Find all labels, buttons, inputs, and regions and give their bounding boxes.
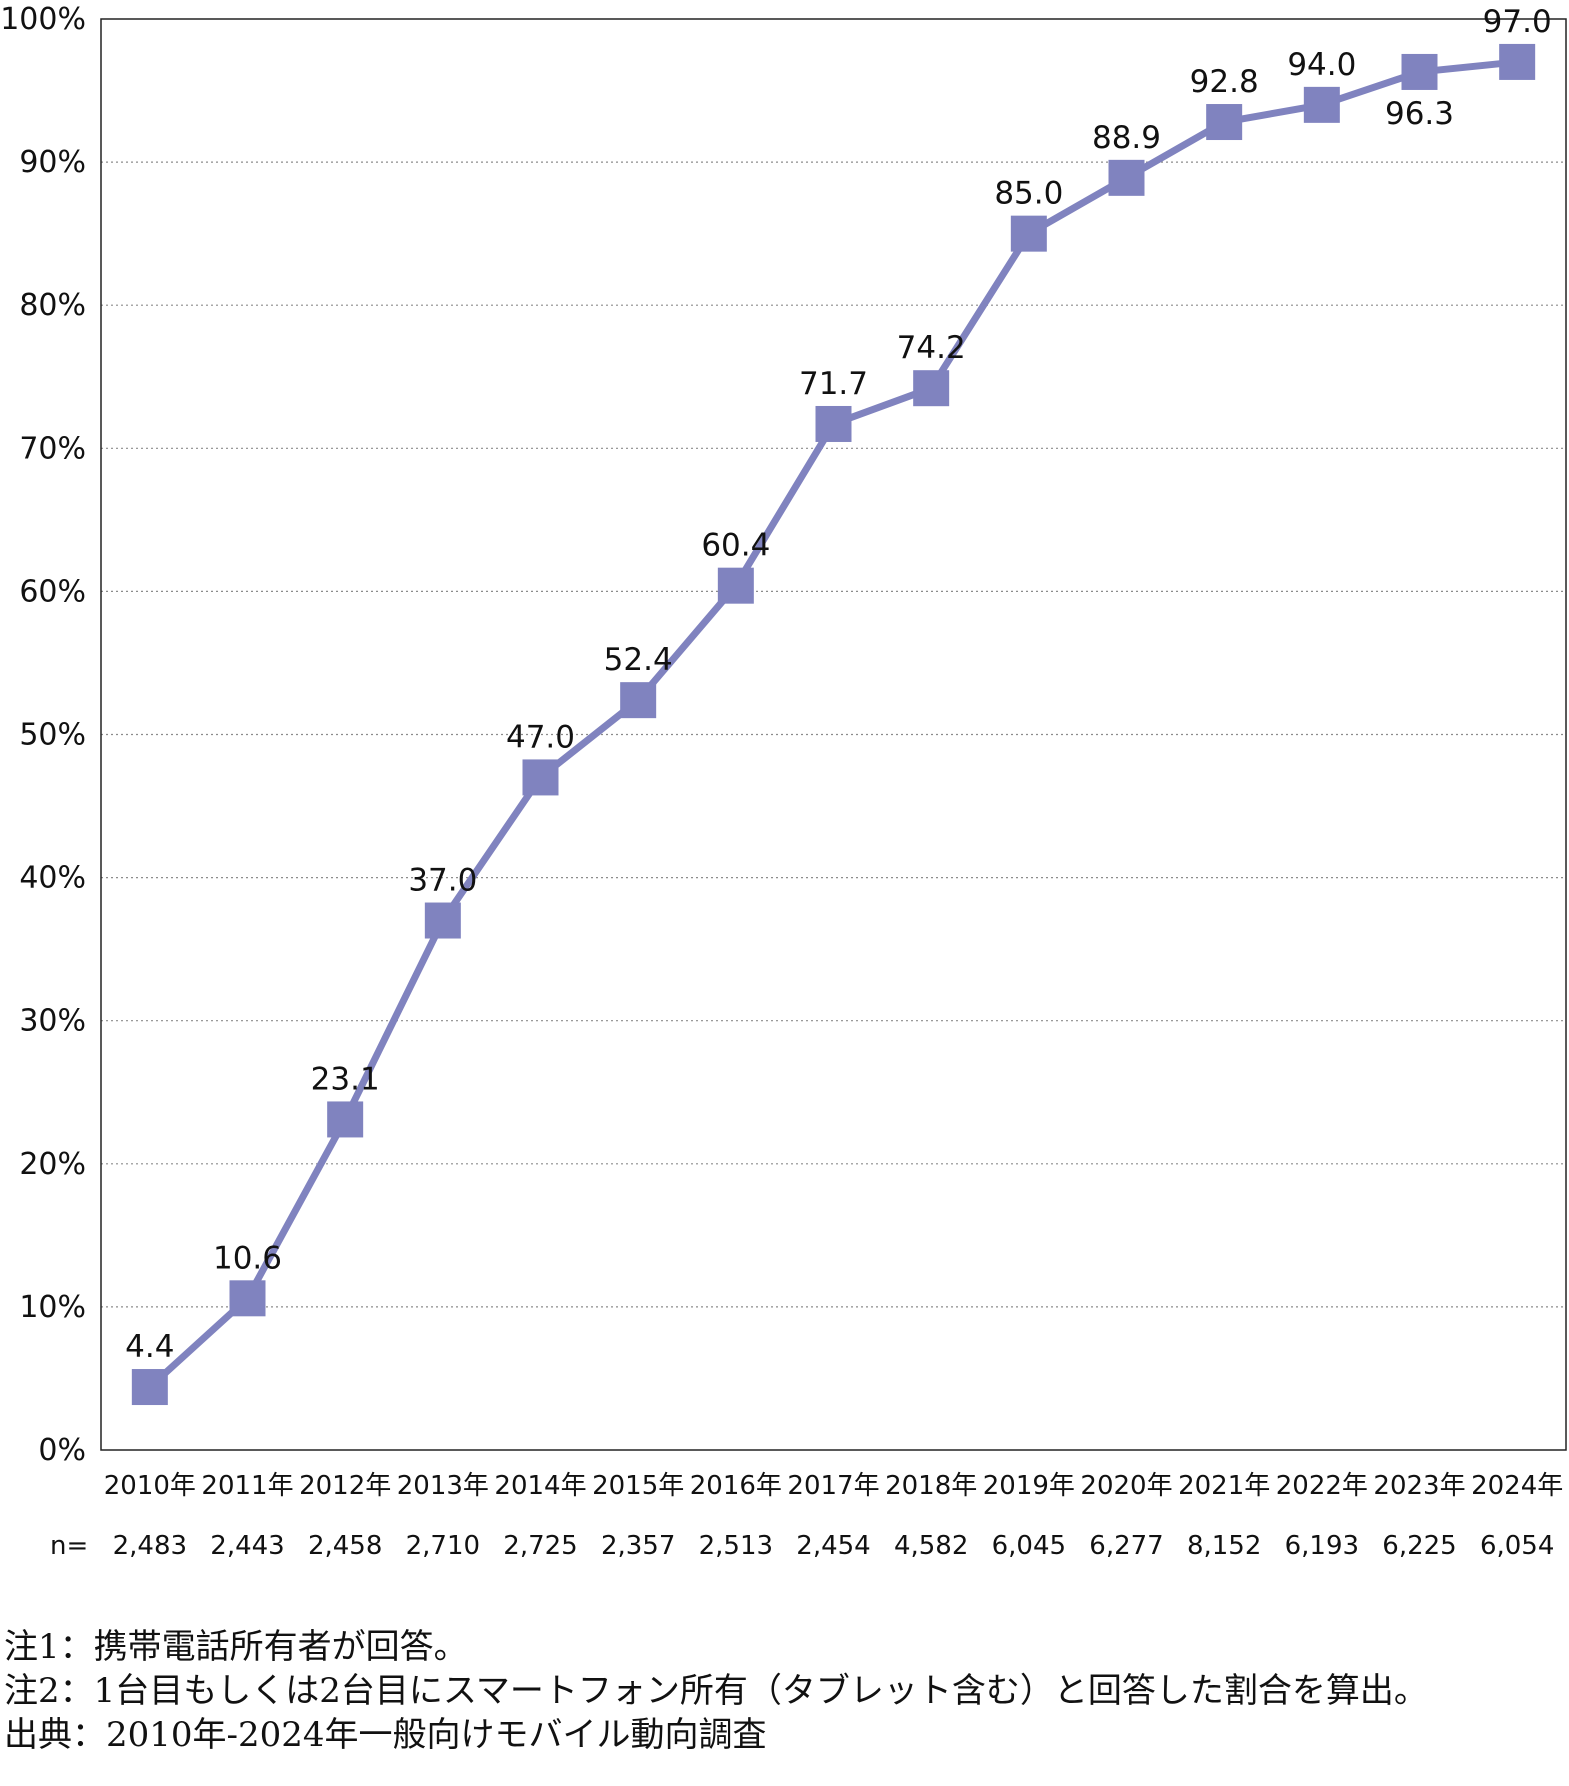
sample-size-label: 2,710 bbox=[406, 1531, 480, 1561]
data-point bbox=[913, 370, 950, 407]
y-tick-label: 60% bbox=[19, 574, 86, 609]
y-tick-label: 0% bbox=[38, 1433, 86, 1468]
x-tick-label: 2023年 bbox=[1373, 1471, 1465, 1501]
sample-size-prefix: n= bbox=[50, 1531, 88, 1561]
y-tick-label: 50% bbox=[19, 718, 86, 753]
x-tick-label: 2016年 bbox=[690, 1471, 782, 1501]
sample-size-label: 6,054 bbox=[1480, 1531, 1554, 1561]
x-tick-label: 2022年 bbox=[1276, 1471, 1368, 1501]
sample-size-label: 2,454 bbox=[796, 1531, 870, 1561]
data-label: 37.0 bbox=[408, 863, 477, 899]
data-label: 47.0 bbox=[506, 719, 575, 755]
y-tick-label: 40% bbox=[19, 861, 86, 896]
x-tick-label: 2013年 bbox=[397, 1471, 489, 1501]
sample-size-label: 8,152 bbox=[1187, 1531, 1261, 1561]
plot-frame bbox=[100, 18, 1567, 1451]
data-point bbox=[620, 682, 657, 719]
x-tick-label: 2011年 bbox=[201, 1471, 293, 1501]
x-tick-label: 2024年 bbox=[1471, 1471, 1563, 1501]
data-point bbox=[131, 1369, 168, 1406]
note-2: 注2：1台目もしくは2台目にスマートフォン所有（タブレット含む）と回答した割合を… bbox=[4, 1671, 1428, 1711]
line-chart: 0% 10% 20% 30% 40% 50% 60% 70% 80% 90% 100% 2010年 2,… bbox=[0, 2, 1567, 1561]
data-point bbox=[229, 1280, 266, 1317]
sample-size-label: 2,443 bbox=[210, 1531, 284, 1561]
sample-size-label: 2,483 bbox=[113, 1531, 187, 1561]
data-label: 94.0 bbox=[1287, 47, 1356, 83]
x-tick-label: 2021年 bbox=[1178, 1471, 1270, 1501]
sample-size-label: 6,277 bbox=[1089, 1531, 1163, 1561]
data-label: 88.9 bbox=[1092, 120, 1161, 156]
x-tick-label: 2014年 bbox=[494, 1471, 586, 1501]
y-tick-label: 70% bbox=[19, 431, 86, 466]
note-1: 注1：携帯電話所有者が回答。 bbox=[4, 1627, 468, 1667]
y-tick-label: 90% bbox=[19, 145, 86, 180]
source-note: 出典：2010年-2024年一般向けモバイル動向調査 bbox=[4, 1715, 767, 1755]
data-label: 23.1 bbox=[311, 1061, 380, 1097]
data-point bbox=[327, 1101, 364, 1138]
series-line bbox=[147, 58, 1518, 1390]
data-point bbox=[1499, 43, 1536, 80]
sample-size-label: 2,357 bbox=[601, 1531, 675, 1561]
data-label: 71.7 bbox=[799, 366, 868, 402]
y-tick-label: 80% bbox=[19, 288, 86, 323]
data-point bbox=[815, 405, 852, 442]
sample-size-label: 6,193 bbox=[1285, 1531, 1359, 1561]
y-tick-label: 30% bbox=[19, 1004, 86, 1039]
data-point bbox=[717, 567, 754, 604]
data-point bbox=[1108, 159, 1145, 196]
data-label: 10.6 bbox=[213, 1240, 282, 1276]
sample-size-label: 4,582 bbox=[894, 1531, 968, 1561]
y-tick-label: 10% bbox=[19, 1290, 86, 1325]
sample-size-label: 6,045 bbox=[992, 1531, 1066, 1561]
data-label: 52.4 bbox=[604, 642, 673, 678]
x-tick-label: 2020年 bbox=[1080, 1471, 1172, 1501]
data-label: 97.0 bbox=[1483, 4, 1552, 40]
data-label: 60.4 bbox=[701, 528, 770, 564]
x-tick-label: 2018年 bbox=[885, 1471, 977, 1501]
sample-size-label: 2,725 bbox=[503, 1531, 577, 1561]
y-tick-label: 20% bbox=[19, 1147, 86, 1182]
y-tick-label: 100% bbox=[0, 2, 86, 37]
data-label: 92.8 bbox=[1190, 64, 1259, 100]
sample-size-label: 6,225 bbox=[1382, 1531, 1456, 1561]
data-point bbox=[424, 902, 461, 939]
x-tick-label: 2017年 bbox=[787, 1471, 879, 1501]
x-tick-label: 2012年 bbox=[299, 1471, 391, 1501]
x-tick-label: 2019年 bbox=[983, 1471, 1075, 1501]
x-tick-label: 2015年 bbox=[592, 1471, 684, 1501]
data-point bbox=[1401, 53, 1438, 90]
data-point bbox=[1206, 104, 1243, 141]
data-point bbox=[1010, 215, 1047, 252]
sample-size-label: 2,513 bbox=[699, 1531, 773, 1561]
data-point bbox=[1303, 86, 1340, 123]
notes: 注1：携帯電話所有者が回答。 注2：1台目もしくは2台目にスマートフォン所有（タ… bbox=[4, 1625, 1564, 1757]
data-label: 96.3 bbox=[1385, 96, 1454, 132]
x-tick-label: 2010年 bbox=[104, 1471, 196, 1501]
sample-size-label: 2,458 bbox=[308, 1531, 382, 1561]
data-label: 74.2 bbox=[897, 330, 966, 366]
data-label: 85.0 bbox=[994, 176, 1063, 212]
data-label: 4.4 bbox=[125, 1329, 174, 1365]
data-point bbox=[522, 759, 559, 796]
